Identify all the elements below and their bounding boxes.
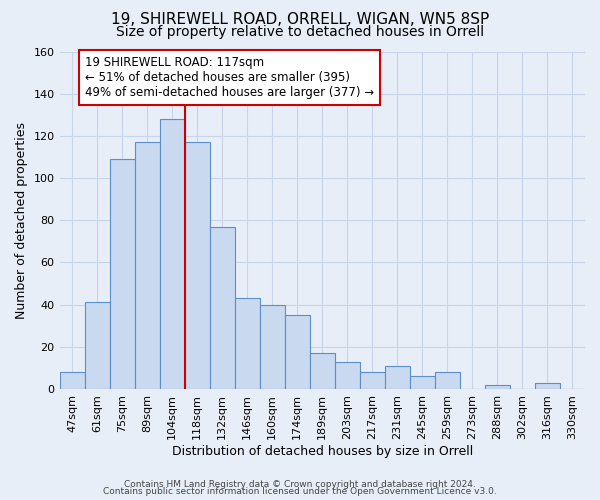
- Text: 19 SHIREWELL ROAD: 117sqm
← 51% of detached houses are smaller (395)
49% of semi: 19 SHIREWELL ROAD: 117sqm ← 51% of detac…: [85, 56, 374, 98]
- Text: Contains public sector information licensed under the Open Government Licence v3: Contains public sector information licen…: [103, 488, 497, 496]
- Bar: [310, 353, 335, 389]
- Bar: [360, 372, 385, 389]
- Text: 19, SHIREWELL ROAD, ORRELL, WIGAN, WN5 8SP: 19, SHIREWELL ROAD, ORRELL, WIGAN, WN5 8…: [111, 12, 489, 28]
- X-axis label: Distribution of detached houses by size in Orrell: Distribution of detached houses by size …: [172, 444, 473, 458]
- Bar: [385, 366, 410, 389]
- Bar: [134, 142, 160, 389]
- Bar: [209, 226, 235, 389]
- Bar: [85, 302, 110, 389]
- Bar: [285, 315, 310, 389]
- Bar: [535, 382, 560, 389]
- Bar: [410, 376, 435, 389]
- Bar: [260, 304, 285, 389]
- Bar: [160, 119, 185, 389]
- Bar: [59, 372, 85, 389]
- Bar: [435, 372, 460, 389]
- Text: Size of property relative to detached houses in Orrell: Size of property relative to detached ho…: [116, 25, 484, 39]
- Bar: [185, 142, 209, 389]
- Text: Contains HM Land Registry data © Crown copyright and database right 2024.: Contains HM Land Registry data © Crown c…: [124, 480, 476, 489]
- Bar: [335, 362, 360, 389]
- Y-axis label: Number of detached properties: Number of detached properties: [15, 122, 28, 318]
- Bar: [110, 159, 134, 389]
- Bar: [235, 298, 260, 389]
- Bar: [485, 384, 510, 389]
